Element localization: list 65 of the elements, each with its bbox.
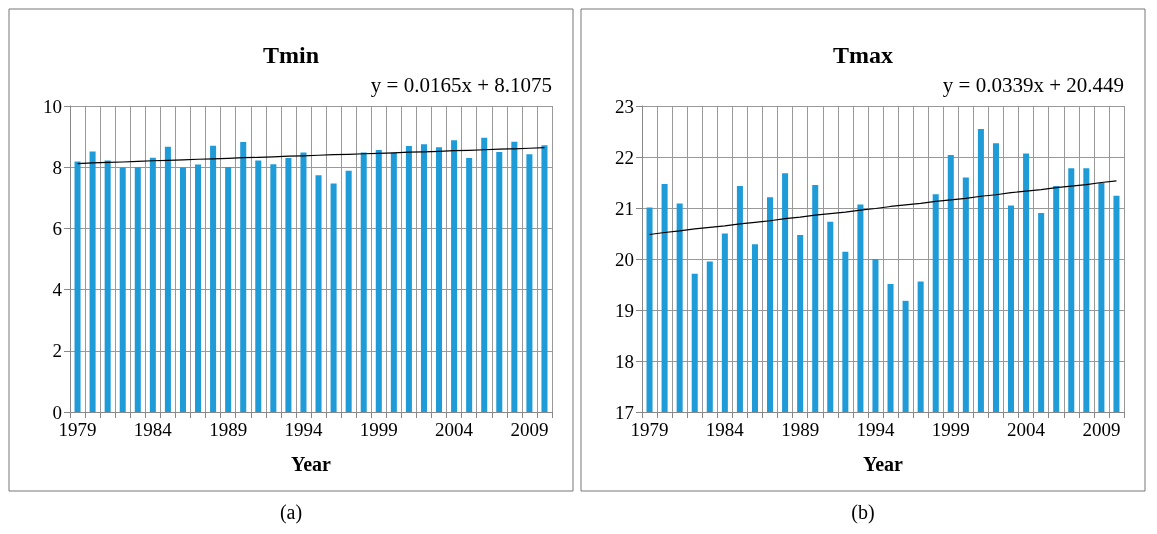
bar	[255, 160, 262, 412]
x-tick-label: 1994	[856, 419, 895, 440]
bar	[526, 154, 533, 412]
bar	[179, 167, 186, 412]
bar	[511, 141, 518, 412]
bar	[390, 152, 397, 412]
bar	[496, 151, 503, 412]
bar	[541, 145, 548, 412]
bar	[89, 151, 96, 412]
bar	[420, 144, 427, 412]
x-tick-label: 2009	[510, 419, 549, 440]
bar	[240, 142, 247, 412]
text: y = 0.0339x + 20.449	[942, 72, 1124, 97]
bar	[74, 161, 81, 412]
y-tick-label: 22	[615, 146, 634, 168]
bar	[466, 158, 473, 412]
chart-title: Tmin	[262, 42, 320, 68]
x-tick-label: 2004	[435, 419, 474, 440]
x-tick-label: 1999	[359, 419, 398, 440]
x-tick-label: 1989	[209, 419, 248, 440]
bar	[436, 147, 443, 412]
bar	[164, 146, 171, 412]
bar	[300, 152, 307, 412]
text: y = 0.0165x + 8.1075	[370, 72, 552, 97]
line-series	[648, 180, 1118, 236]
y-tick-label: 23	[615, 95, 634, 117]
bar	[270, 164, 277, 412]
x-tick-label: 1989	[781, 419, 820, 440]
bar	[210, 145, 217, 412]
bar	[225, 166, 232, 412]
bar	[195, 164, 202, 412]
y-tick-label: 2	[52, 340, 62, 362]
text: (a)	[279, 501, 303, 524]
y-tick-label: 19	[615, 299, 634, 321]
bar	[315, 175, 322, 412]
bar	[285, 158, 292, 412]
bar	[375, 150, 382, 412]
bar	[134, 167, 141, 412]
y-tick-label: 4	[52, 279, 63, 301]
x-axis-title: Year	[863, 453, 904, 475]
y-tick-label: 18	[615, 350, 634, 372]
bar	[330, 183, 337, 412]
bar	[119, 167, 126, 412]
y-tick-label: 20	[615, 248, 634, 270]
bar	[451, 140, 458, 412]
x-tick-label: 2004	[1007, 419, 1046, 440]
line-series	[76, 147, 546, 165]
bar	[481, 137, 488, 412]
chart-title: Tmax	[833, 42, 893, 68]
y-tick-label: 8	[52, 156, 62, 178]
x-tick-label: 2009	[1082, 419, 1121, 440]
bar	[104, 160, 111, 412]
y-tick-label: 21	[615, 197, 634, 219]
x-tick-label: 1984	[705, 419, 745, 440]
x-tick-label: 1999	[931, 419, 970, 440]
y-tick-label: 6	[52, 217, 62, 239]
x-axis-title: Year	[291, 453, 332, 475]
bar	[149, 157, 156, 412]
bar	[360, 152, 367, 412]
text: (b)	[851, 501, 875, 524]
x-tick-label: 1994	[284, 419, 323, 440]
bar	[345, 170, 352, 412]
bar	[405, 146, 412, 412]
x-tick-label: 1984	[133, 419, 173, 440]
y-tick-label: 10	[43, 95, 62, 117]
